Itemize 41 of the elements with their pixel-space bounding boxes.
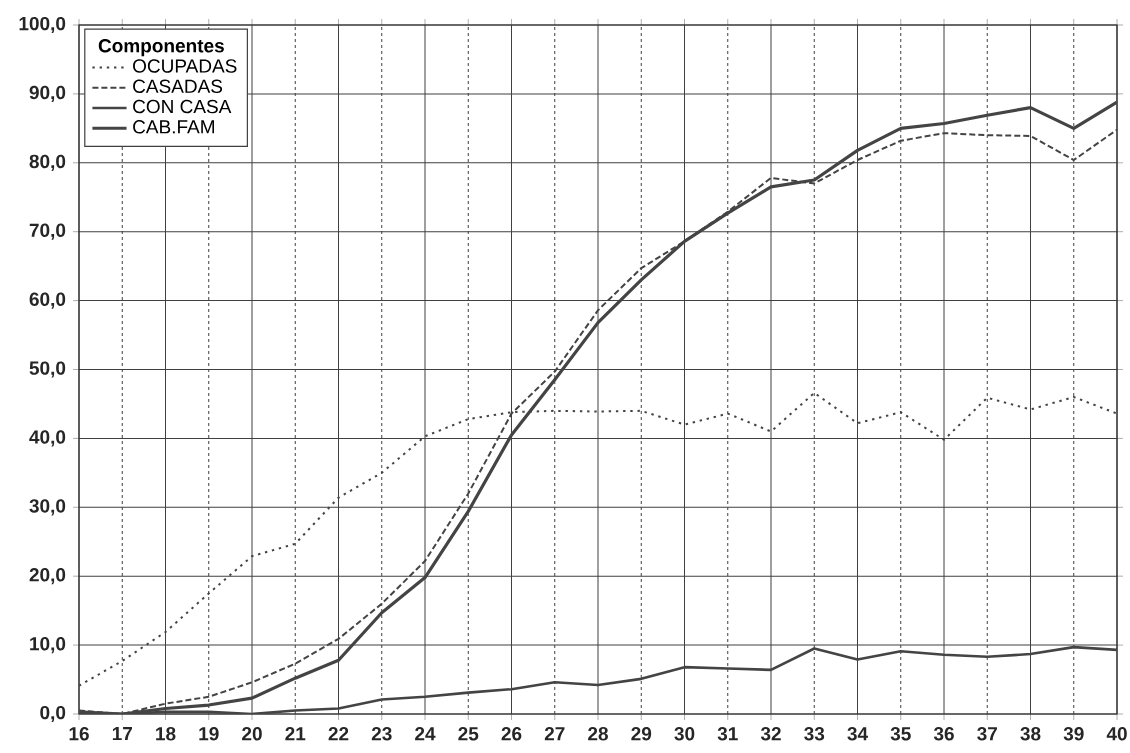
y-tick-label: 70,0 — [29, 223, 66, 240]
x-tick-label: 30 — [674, 727, 695, 741]
x-tick-label: 36 — [933, 727, 954, 741]
legend-label: CAB.FAM — [133, 120, 214, 134]
x-tick-label: 27 — [544, 727, 565, 741]
x-tick-label: 22 — [328, 727, 349, 741]
x-tick-label: 26 — [501, 727, 522, 741]
legend-title: Componentes — [98, 39, 224, 57]
x-tick-label: 19 — [199, 727, 219, 741]
y-tick-label: 60,0 — [29, 292, 66, 309]
x-tick-label: 17 — [112, 727, 132, 741]
y-tick-label: 50,0 — [29, 361, 66, 378]
y-tick-label: 100,0 — [19, 16, 66, 34]
x-tick-label: 31 — [717, 727, 738, 741]
x-tick-label: 28 — [588, 727, 608, 741]
legend-label: OCUPADAS — [133, 59, 237, 73]
y-tick-label: 30,0 — [29, 499, 66, 516]
y-tick-label: 90,0 — [29, 85, 66, 102]
x-tick-label: 20 — [242, 727, 262, 741]
x-tick-label: 25 — [458, 727, 479, 741]
x-tick-label: 37 — [977, 727, 997, 741]
y-tick-label: 10,0 — [30, 636, 66, 654]
x-tick-label: 32 — [760, 727, 781, 741]
x-tick-label: 33 — [804, 727, 825, 741]
x-tick-label: 35 — [890, 727, 911, 741]
x-tick-label: 38 — [1020, 727, 1041, 741]
x-tick-label: 16 — [69, 727, 89, 741]
y-tick-label: 80,0 — [29, 154, 66, 171]
y-tick-label: 20,0 — [29, 568, 66, 585]
x-tick-label: 29 — [631, 727, 652, 741]
x-tick-label: 39 — [1063, 727, 1084, 741]
legend-label: CASADAS — [133, 79, 223, 94]
x-tick-label: 40 — [1106, 727, 1127, 741]
x-tick-label: 18 — [156, 727, 176, 741]
x-tick-label: 21 — [285, 727, 306, 741]
x-tick-label: 34 — [847, 727, 868, 741]
legend-label: CON CASA — [133, 99, 232, 114]
y-tick-label: 0,0 — [40, 705, 66, 723]
y-tick-label: 40,0 — [29, 430, 66, 447]
x-tick-label: 23 — [371, 727, 392, 741]
x-tick-label: 24 — [415, 727, 436, 741]
